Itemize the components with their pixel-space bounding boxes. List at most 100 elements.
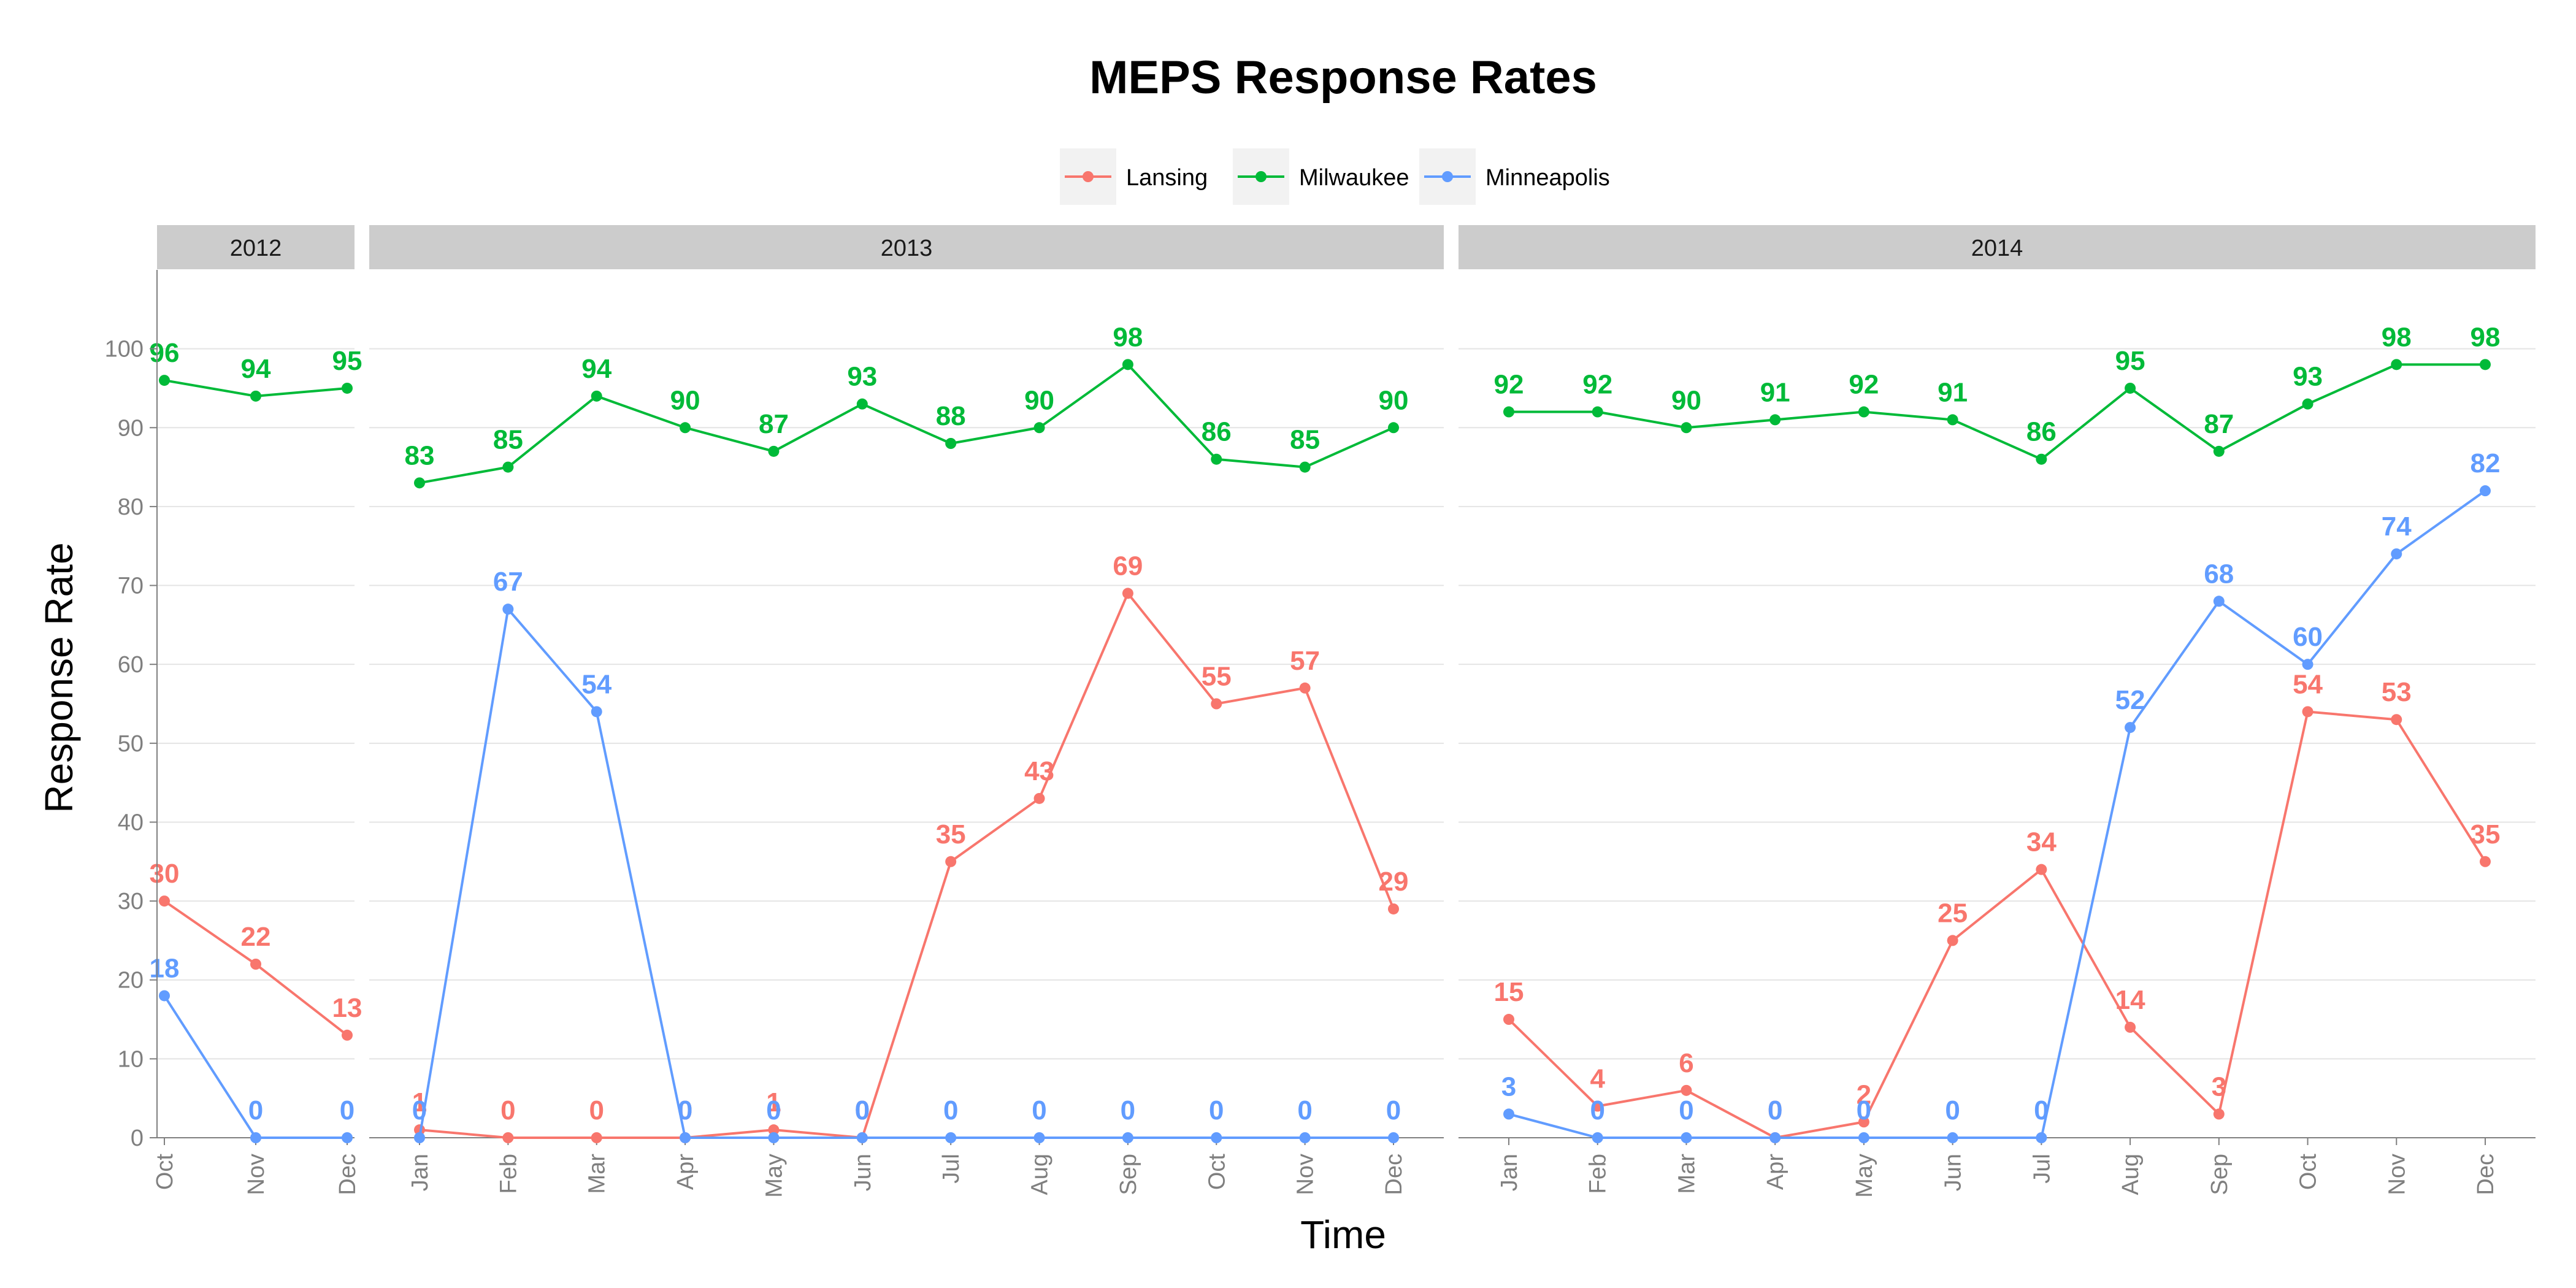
- data-label: 91: [1760, 377, 1790, 407]
- x-tick-label: Mar: [1674, 1154, 1700, 1194]
- data-label: 92: [1849, 370, 1879, 400]
- facet-strip: [369, 225, 1444, 269]
- data-label: 67: [493, 567, 523, 597]
- data-label: 90: [1379, 385, 1409, 415]
- data-label: 29: [1379, 867, 1409, 897]
- data-point: [856, 1132, 868, 1143]
- data-label: 91: [1938, 377, 1968, 407]
- data-label: 14: [2115, 985, 2145, 1015]
- data-point: [1592, 1100, 1603, 1112]
- data-label: 35: [936, 819, 966, 849]
- data-label: 87: [759, 409, 789, 439]
- data-label: 35: [2471, 819, 2501, 849]
- data-label: 3: [2212, 1071, 2226, 1102]
- legend-item-minneapolis: Minneapolis: [1419, 148, 1610, 205]
- data-point: [2213, 1108, 2225, 1120]
- x-tick-label: Jan: [1497, 1154, 1522, 1191]
- data-point: [1592, 1132, 1603, 1143]
- legend-label: Milwaukee: [1299, 165, 1409, 191]
- y-tick-label: 10: [118, 1046, 144, 1072]
- data-point: [945, 856, 957, 867]
- data-label: 68: [2204, 559, 2234, 589]
- x-tick-label: Jul: [938, 1154, 964, 1184]
- data-label: 43: [1024, 756, 1054, 786]
- data-point: [1858, 406, 1869, 418]
- data-label: 98: [1113, 322, 1143, 352]
- data-label: 13: [332, 993, 362, 1023]
- data-point: [2480, 359, 2491, 370]
- series-minneapolis: 0 67 54 0 0 0 0 0 0 0 0 0: [412, 567, 1401, 1143]
- data-point: [2036, 453, 2047, 465]
- data-point: [1122, 588, 1133, 599]
- data-point: [1769, 1132, 1781, 1143]
- y-tick-label: 70: [118, 573, 144, 599]
- data-label: 30: [150, 859, 180, 889]
- data-label: 87: [2204, 409, 2234, 439]
- data-label: 3: [1501, 1071, 1516, 1102]
- x-tick-label: May: [1852, 1154, 1877, 1198]
- data-point: [1592, 406, 1603, 418]
- data-label: 85: [493, 425, 523, 455]
- data-label: 22: [241, 922, 271, 952]
- data-label: 0: [1297, 1095, 1312, 1125]
- data-point: [1858, 1116, 1869, 1128]
- data-point: [1681, 1132, 1692, 1143]
- series-minneapolis: 3 0 0 0 0 0 0 52 68 60 74 82: [1501, 448, 2500, 1143]
- data-label: 55: [1202, 662, 1232, 692]
- data-label: 60: [2293, 622, 2323, 652]
- data-label: 90: [1671, 385, 1701, 415]
- data-point: [159, 990, 170, 1002]
- y-tick-label: 90: [118, 415, 144, 441]
- data-label: 0: [500, 1095, 515, 1125]
- facet-strip: [1459, 225, 2536, 269]
- data-point: [2125, 382, 2136, 394]
- data-label: 0: [1386, 1095, 1401, 1125]
- data-point: [1858, 1132, 1869, 1143]
- data-point: [1299, 461, 1311, 473]
- data-label: 18: [150, 953, 180, 983]
- data-label: 92: [1494, 370, 1524, 400]
- data-label: 83: [405, 440, 435, 470]
- data-point: [945, 438, 957, 449]
- x-tick-label: Dec: [2473, 1154, 2499, 1195]
- data-point: [591, 706, 602, 718]
- x-tick-label: Oct: [1204, 1154, 1230, 1190]
- data-label: 0: [678, 1095, 692, 1125]
- x-tick-label: Sep: [1116, 1154, 1141, 1195]
- data-point: [1122, 359, 1133, 370]
- series-milwaukee: 96 94 95: [150, 338, 362, 402]
- data-label: 93: [2293, 362, 2323, 392]
- data-point: [342, 1132, 353, 1143]
- data-point: [502, 604, 514, 615]
- data-label: 86: [1202, 417, 1232, 447]
- data-label: 0: [340, 1095, 355, 1125]
- data-label: 15: [1494, 977, 1524, 1007]
- data-label: 54: [581, 669, 611, 699]
- x-tick-label: May: [761, 1154, 787, 1198]
- data-point: [2125, 1021, 2136, 1033]
- data-label: 52: [2115, 685, 2145, 715]
- x-tick-label: Oct: [2296, 1154, 2321, 1190]
- data-label: 0: [1032, 1095, 1046, 1125]
- data-label: 0: [412, 1095, 427, 1125]
- data-point: [1769, 414, 1781, 426]
- series-line: [419, 591, 1395, 1140]
- data-label: 4: [1590, 1064, 1605, 1094]
- data-label: 0: [1768, 1095, 1782, 1125]
- data-label: 98: [2471, 322, 2501, 352]
- series-line: [418, 606, 1393, 1139]
- data-point: [1299, 682, 1311, 694]
- data-label: 92: [1582, 370, 1612, 400]
- data-point: [680, 422, 691, 434]
- data-label: 0: [248, 1095, 263, 1125]
- data-point: [342, 1029, 353, 1041]
- chart-title: MEPS Response Rates: [1089, 52, 1597, 104]
- data-label: 94: [241, 354, 271, 384]
- data-label: 0: [855, 1095, 870, 1125]
- x-tick-label: Jan: [407, 1154, 433, 1191]
- data-point: [1947, 1132, 1958, 1143]
- x-tick-label: Jul: [2029, 1154, 2055, 1184]
